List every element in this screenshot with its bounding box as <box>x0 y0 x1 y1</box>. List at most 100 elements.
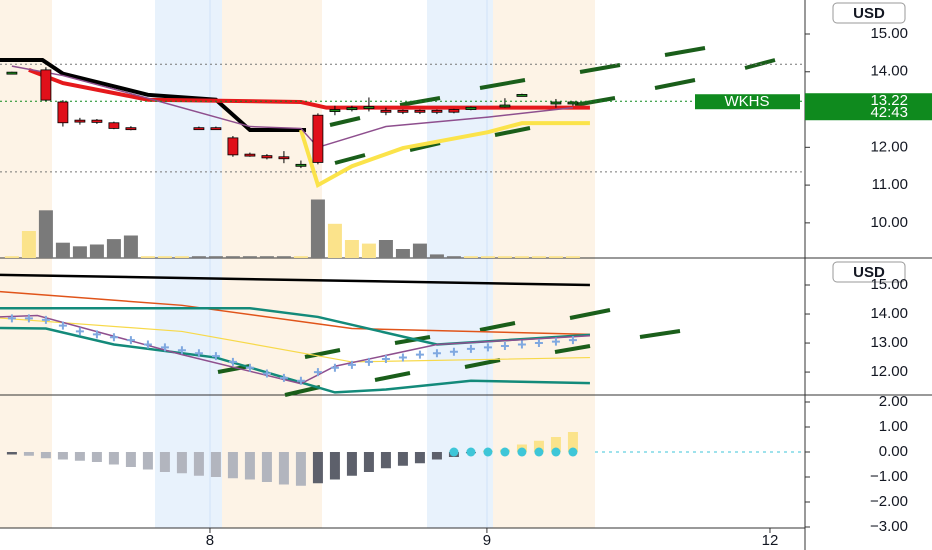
volume-bar <box>208 256 223 258</box>
histogram-bar <box>227 452 238 479</box>
sar-marker <box>296 376 305 385</box>
volume-bar <box>293 256 308 258</box>
volume-bar <box>310 199 325 258</box>
histogram-bar <box>193 452 204 476</box>
volume-bar <box>412 243 427 258</box>
volume-bar <box>4 256 19 258</box>
currency: USD <box>853 264 885 281</box>
y-tick-label: 15.00 <box>870 25 908 42</box>
indicator-line <box>11 65 574 149</box>
sar-marker <box>92 330 101 339</box>
candle-body <box>295 163 307 167</box>
volume-bar <box>191 256 206 258</box>
histogram-bar <box>142 452 153 470</box>
indicator-line <box>0 326 590 394</box>
histogram-bar <box>108 452 119 465</box>
volume-bar <box>38 210 53 258</box>
histogram-bar <box>23 452 34 456</box>
indicator-line <box>0 273 590 287</box>
volume-bar <box>242 256 257 258</box>
histogram-bar <box>414 452 425 464</box>
sar-marker <box>279 373 288 382</box>
sar-marker <box>211 352 220 361</box>
histogram-bar <box>295 452 306 486</box>
candle-body <box>312 114 324 163</box>
histogram-bar <box>74 452 85 461</box>
sar-marker <box>364 357 373 366</box>
volume-bar <box>497 256 512 258</box>
candle-body <box>397 109 409 113</box>
candle-body <box>278 156 290 160</box>
candle-body <box>40 69 52 101</box>
y-tick-label: 0.00 <box>879 443 908 460</box>
volume-bar <box>361 243 376 258</box>
sar-marker <box>551 337 560 346</box>
histogram-bar <box>346 452 357 476</box>
volume-bar <box>225 256 240 258</box>
histogram-bar <box>278 452 289 485</box>
signal-dot <box>551 447 561 457</box>
countdown: 42:43 <box>870 104 908 121</box>
symbol: WKHS <box>725 93 770 110</box>
sar-marker <box>466 344 475 353</box>
band <box>155 0 222 528</box>
x-tick-label: 9 <box>483 532 491 549</box>
signal-dot <box>534 447 544 457</box>
volume-bar <box>429 254 444 258</box>
sar-marker <box>126 336 135 345</box>
sar-marker <box>7 314 16 323</box>
y-tick-label: −3.00 <box>870 518 908 535</box>
indicator-line <box>0 317 590 363</box>
y-tick-label: 13.00 <box>870 334 908 351</box>
sar-marker <box>160 343 169 352</box>
histogram-bar <box>431 452 442 460</box>
histogram-bar <box>363 452 374 472</box>
candle-body <box>329 109 341 112</box>
candle-body <box>499 104 511 108</box>
volume-bar <box>21 231 36 258</box>
candle-body <box>448 109 460 113</box>
last-price: 13.22 <box>870 92 908 109</box>
volume-bar <box>548 256 563 258</box>
volume-bar <box>140 256 155 258</box>
volume-bar <box>327 223 342 258</box>
volume-bar <box>72 246 87 258</box>
sar-marker <box>313 368 322 377</box>
volume-bar <box>123 235 138 258</box>
y-tick-label: 12.00 <box>870 363 908 380</box>
sar-marker <box>500 341 509 350</box>
histogram-bar <box>159 452 170 472</box>
y-tick-label: 14.00 <box>870 305 908 322</box>
currency: USD <box>853 5 885 22</box>
sar-marker <box>143 340 152 349</box>
y-tick-label: 11.00 <box>872 176 908 193</box>
y-tick-label: 12.00 <box>870 138 908 155</box>
candle-body <box>346 107 358 111</box>
volume-bar <box>565 256 580 258</box>
sar-marker <box>534 339 543 348</box>
y-tick-label: 2.00 <box>879 393 908 410</box>
volume-bar <box>259 256 274 258</box>
histogram-bar <box>40 452 51 459</box>
volume-bar <box>378 240 393 258</box>
sar-marker <box>381 355 390 364</box>
volume-bar <box>157 256 172 258</box>
y-tick-label: −1.00 <box>870 468 908 485</box>
candle-body <box>550 101 562 105</box>
sar-marker <box>568 336 577 345</box>
candle-body <box>380 109 392 113</box>
indicator-line <box>0 58 307 132</box>
forecast-dashes <box>217 46 776 397</box>
histogram-bar <box>380 452 391 469</box>
band <box>222 0 322 528</box>
signal-dot <box>483 447 493 457</box>
histogram-bar <box>567 432 578 452</box>
candle-body <box>91 119 103 123</box>
sar-marker <box>398 353 407 362</box>
volume-bar <box>89 244 104 258</box>
candle-body <box>227 137 239 156</box>
sar-marker <box>330 363 339 372</box>
sar-marker <box>75 327 84 336</box>
volume-bar <box>463 256 478 258</box>
